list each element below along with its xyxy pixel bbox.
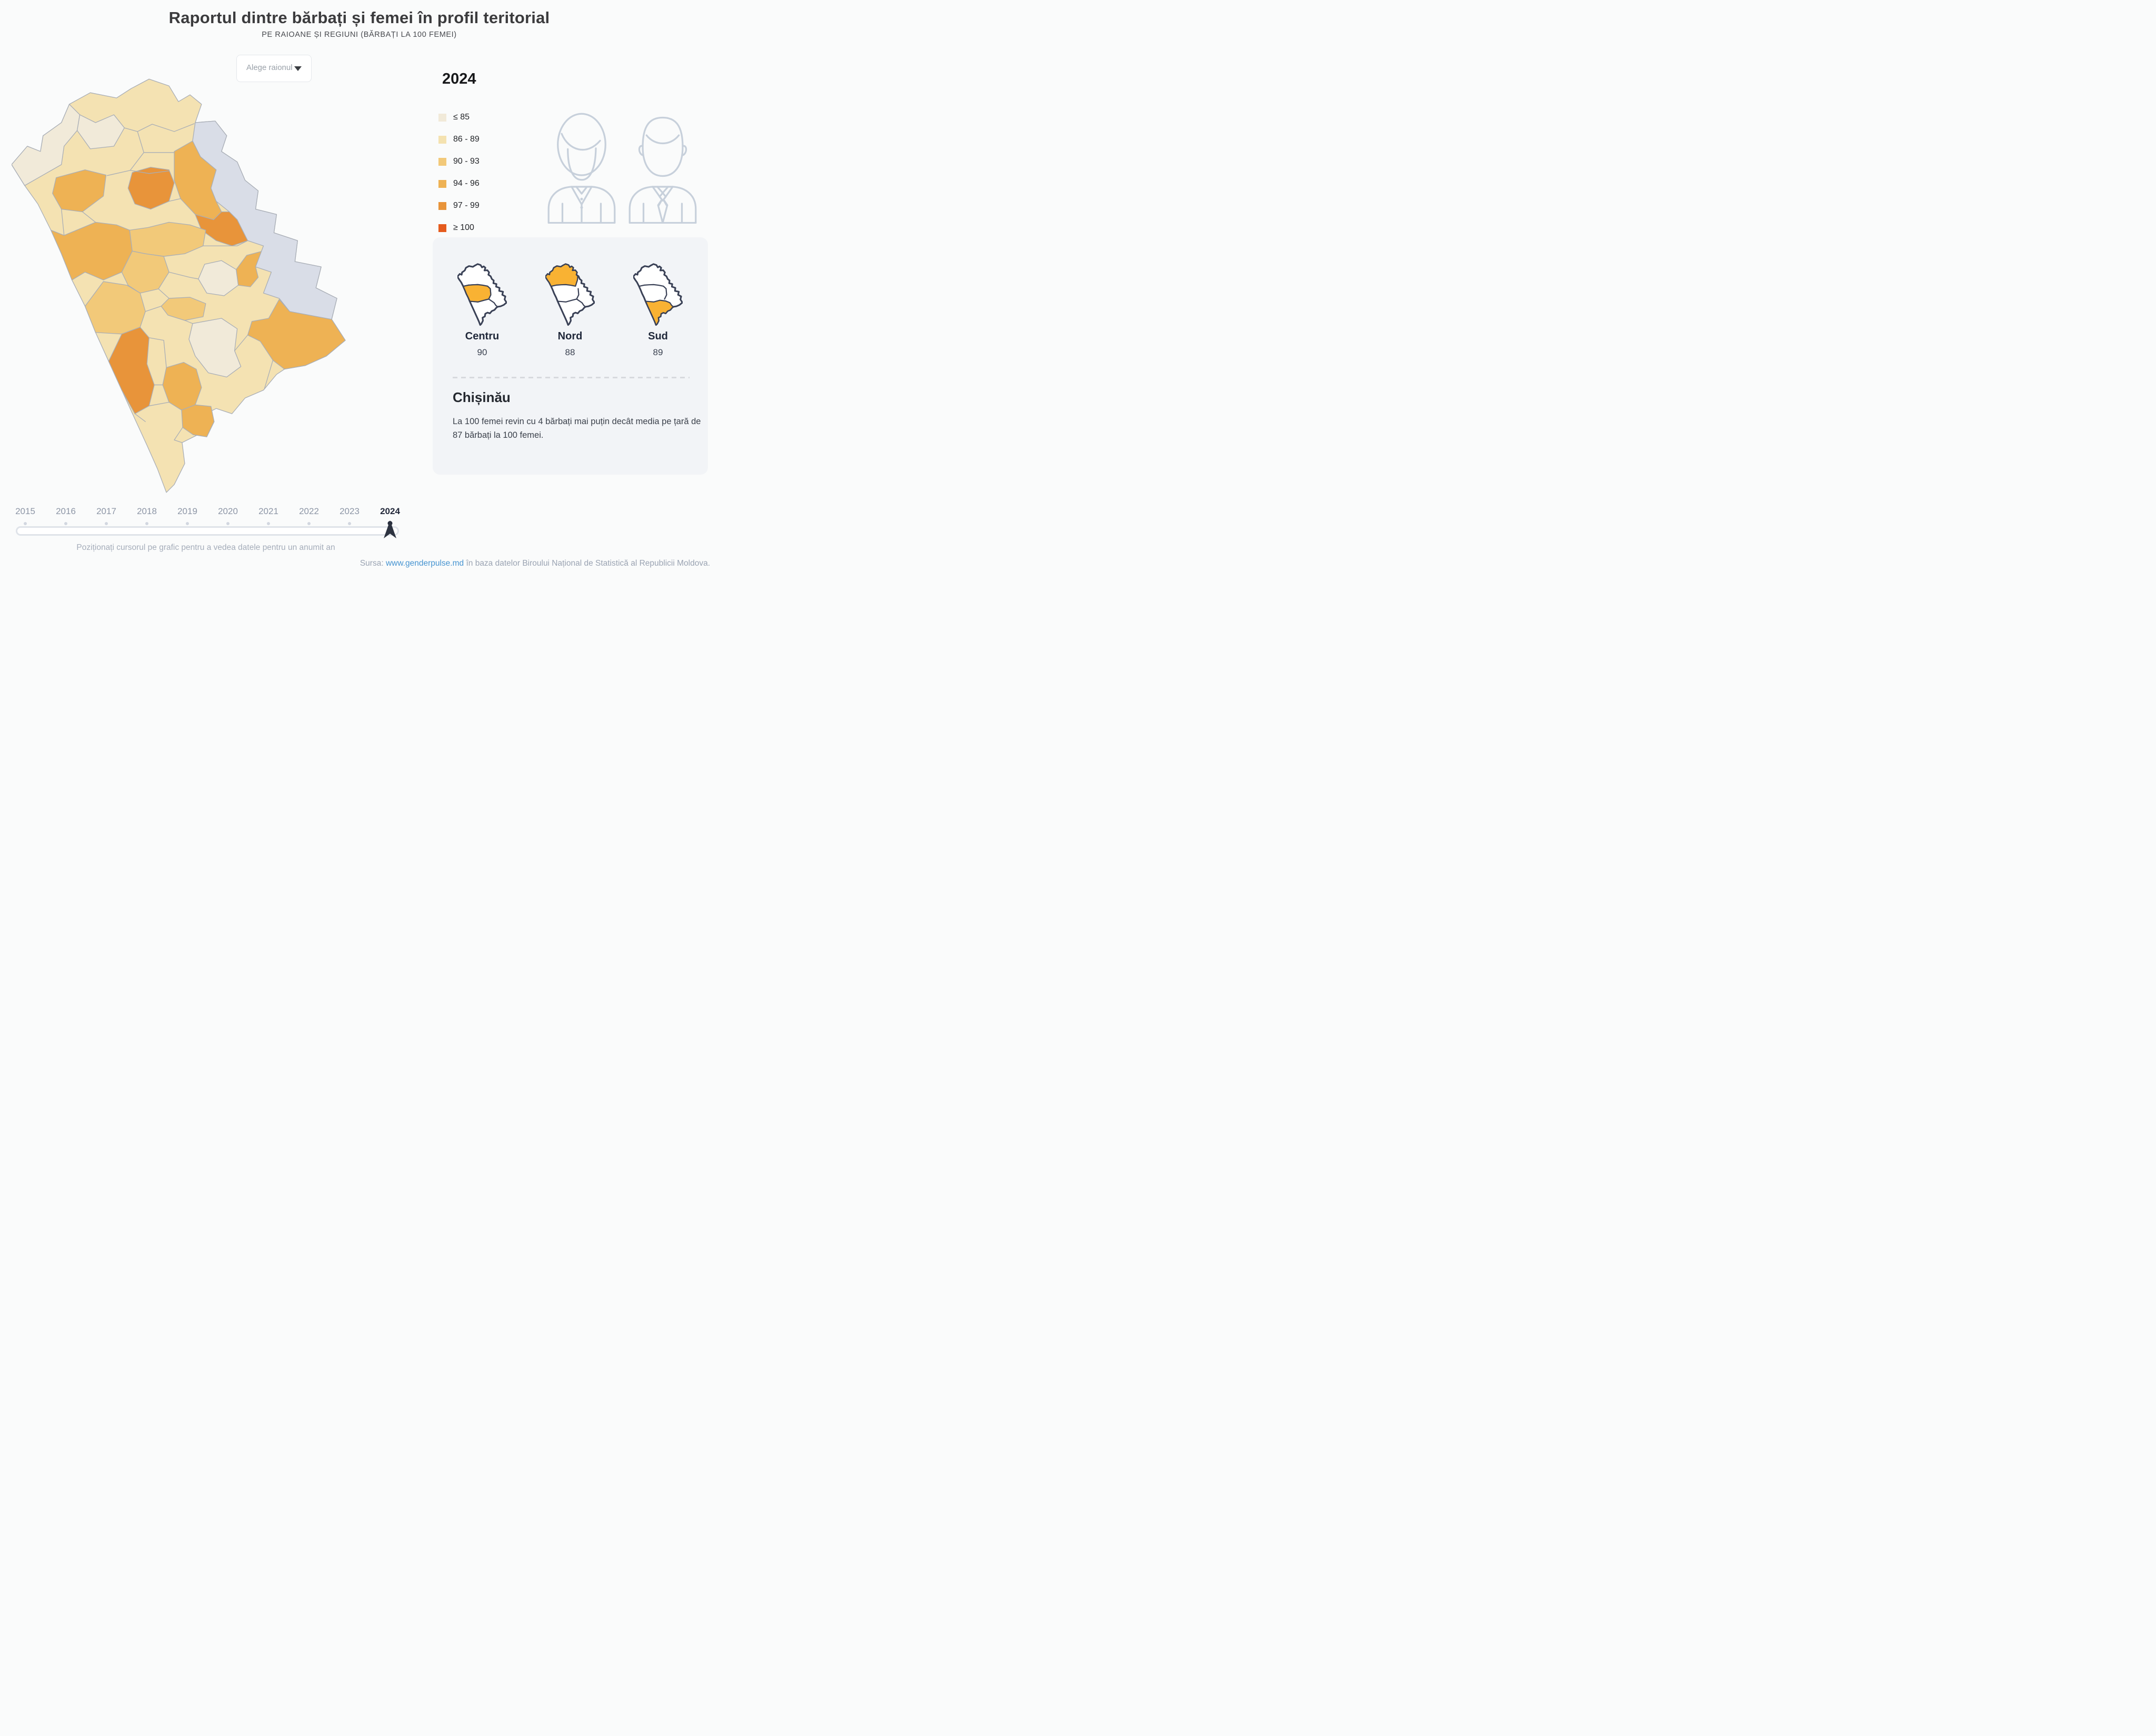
legend-label: 97 - 99: [453, 201, 480, 210]
map-border-lines-north: [61, 123, 195, 236]
legend-label: 86 - 89: [453, 135, 480, 144]
source-link[interactable]: www.genderpulse.md: [385, 559, 464, 568]
timeline-year-2021[interactable]: 2021: [258, 506, 278, 516]
region-value-sud: 89: [653, 347, 663, 357]
timeline-year-2016[interactable]: 2016: [56, 506, 76, 516]
map-region-transnistria-no-data[interactable]: [192, 121, 337, 320]
timeline-dot[interactable]: [64, 522, 67, 525]
timeline-year-2019[interactable]: 2019: [177, 506, 197, 516]
map-district-chisinau[interactable]: [198, 260, 239, 296]
region-label-nord: Nord: [557, 330, 583, 342]
timeline-year-2015[interactable]: 2015: [15, 506, 35, 516]
legend-year: 2024: [442, 71, 476, 87]
map-district-donduseni[interactable]: [76, 114, 125, 149]
legend-swatch-86-89: [438, 136, 446, 144]
gender-ratio-dashboard: Raportul dintre bărbați și femei în prof…: [0, 0, 718, 579]
legend-label: ≥ 100: [453, 223, 474, 232]
page-title: Raportul dintre bărbați și femei în prof…: [168, 8, 550, 27]
timeline-dot[interactable]: [226, 522, 229, 525]
timeline-dot[interactable]: [105, 522, 108, 525]
region-value-centru: 90: [477, 347, 487, 357]
timeline-year-2024[interactable]: 2024: [380, 506, 400, 516]
region-label-centru: Centru: [465, 330, 500, 342]
district-select[interactable]: Alege raionul: [236, 55, 312, 82]
map-district-causeni-west[interactable]: [188, 318, 242, 378]
timeline-year-2023[interactable]: 2023: [340, 506, 360, 516]
timeline-year-2017[interactable]: 2017: [96, 506, 116, 516]
legend-swatch-90-93: [438, 158, 446, 166]
legend-swatch-over-100: [438, 224, 446, 232]
chisinau-description: La 100 femei revin cu 4 bărbați mai puți…: [453, 417, 701, 440]
map-district-ialoveni[interactable]: [161, 297, 206, 321]
legend-swatch-97-99: [438, 202, 446, 210]
woman-icon: [547, 113, 616, 224]
legend-label: ≤ 85: [453, 113, 470, 122]
timeline-year-2018[interactable]: 2018: [137, 506, 157, 516]
timeline-dot[interactable]: [307, 522, 311, 525]
timeline-slider-track[interactable]: [16, 526, 399, 536]
map-border-lines-south: [134, 335, 274, 443]
timeline-year-2020[interactable]: 2020: [218, 506, 238, 516]
source-suffix: în baza datelor Biroului Național de Sta…: [464, 559, 710, 568]
region-mini-map-centru: [457, 263, 507, 326]
region-mini-map-nord: [545, 263, 595, 326]
man-icon: [628, 116, 697, 224]
timeline-dot[interactable]: [186, 522, 189, 525]
map-district-riscani[interactable]: [52, 169, 107, 213]
district-select-placeholder: Alege raionul: [246, 63, 293, 72]
chisinau-title: Chișinău: [453, 389, 511, 405]
legend-label: 94 - 96: [453, 179, 480, 188]
dashed-divider: [453, 377, 690, 378]
region-mini-map-sud: [633, 263, 683, 326]
timeline-dot[interactable]: [24, 522, 27, 525]
timeline-hint: Poziționați cursorul pe grafic pentru a …: [76, 543, 335, 552]
page-subtitle: PE RAIOANE ȘI REGIUNI (BĂRBAȚI LA 100 FE…: [262, 31, 457, 39]
timeline-dot[interactable]: [145, 522, 148, 525]
source-line: Sursa: www.genderpulse.md în baza datelo…: [360, 559, 710, 568]
timeline-dot[interactable]: [267, 522, 270, 525]
region-label-sud: Sud: [648, 330, 668, 342]
region-value-nord: 88: [565, 347, 575, 357]
source-prefix: Sursa:: [360, 559, 386, 568]
legend-label: 90 - 93: [453, 157, 480, 166]
chevron-down-icon: [294, 66, 302, 71]
timeline-year-2022[interactable]: 2022: [299, 506, 319, 516]
legend-swatch-under-85: [438, 114, 446, 122]
timeline-dot[interactable]: [348, 522, 351, 525]
map-border-lines-center: [145, 198, 248, 324]
legend-swatch-94-96: [438, 180, 446, 188]
moldova-choropleth-map[interactable]: [12, 73, 347, 508]
map-district-leova-cantemir[interactable]: [108, 327, 155, 414]
